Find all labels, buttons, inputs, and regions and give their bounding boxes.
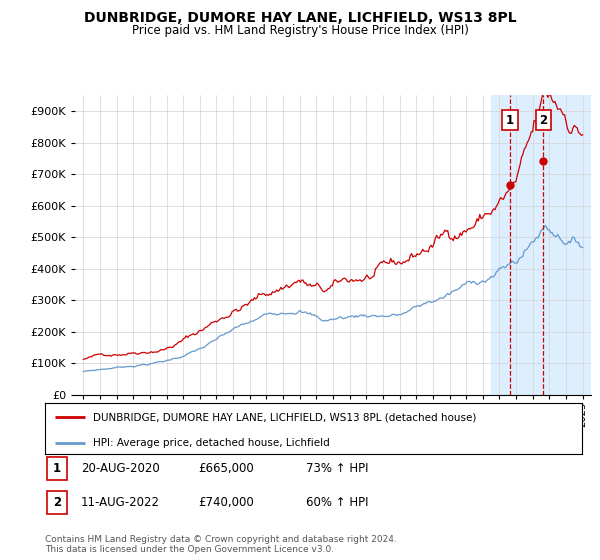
- FancyBboxPatch shape: [47, 457, 67, 480]
- Text: £665,000: £665,000: [198, 462, 254, 475]
- Text: Contains HM Land Registry data © Crown copyright and database right 2024.
This d: Contains HM Land Registry data © Crown c…: [45, 535, 397, 554]
- Text: 1: 1: [53, 462, 61, 475]
- Text: 60% ↑ HPI: 60% ↑ HPI: [306, 496, 368, 509]
- Text: HPI: Average price, detached house, Lichfield: HPI: Average price, detached house, Lich…: [94, 437, 330, 447]
- Text: 73% ↑ HPI: 73% ↑ HPI: [306, 462, 368, 475]
- Text: 2: 2: [53, 496, 61, 509]
- Text: 1: 1: [506, 114, 514, 127]
- Text: 2: 2: [539, 114, 547, 127]
- Text: DUNBRIDGE, DUMORE HAY LANE, LICHFIELD, WS13 8PL: DUNBRIDGE, DUMORE HAY LANE, LICHFIELD, W…: [83, 11, 517, 25]
- FancyBboxPatch shape: [47, 491, 67, 514]
- Text: Price paid vs. HM Land Registry's House Price Index (HPI): Price paid vs. HM Land Registry's House …: [131, 24, 469, 37]
- Text: 20-AUG-2020: 20-AUG-2020: [81, 462, 160, 475]
- Bar: [491, 95, 591, 395]
- Text: DUNBRIDGE, DUMORE HAY LANE, LICHFIELD, WS13 8PL (detached house): DUNBRIDGE, DUMORE HAY LANE, LICHFIELD, W…: [94, 412, 477, 422]
- Text: £740,000: £740,000: [198, 496, 254, 509]
- Text: 11-AUG-2022: 11-AUG-2022: [81, 496, 160, 509]
